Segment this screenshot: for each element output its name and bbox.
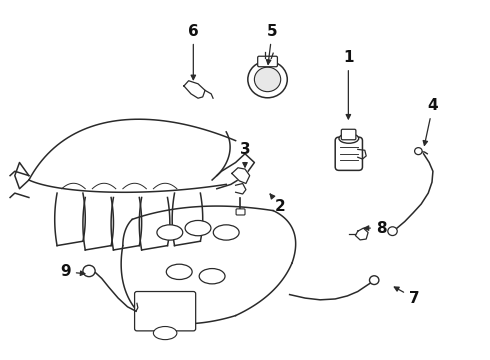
- Text: 1: 1: [343, 50, 354, 119]
- Text: 4: 4: [423, 98, 438, 145]
- Text: 6: 6: [188, 24, 198, 80]
- Circle shape: [388, 227, 397, 235]
- Text: 3: 3: [240, 142, 250, 167]
- Ellipse shape: [166, 264, 192, 279]
- Polygon shape: [184, 81, 205, 98]
- Text: 5: 5: [267, 24, 277, 64]
- FancyBboxPatch shape: [335, 137, 363, 170]
- Ellipse shape: [157, 225, 183, 240]
- Text: 2: 2: [270, 194, 286, 214]
- Polygon shape: [232, 168, 250, 184]
- Circle shape: [369, 276, 379, 284]
- Polygon shape: [236, 184, 246, 194]
- Circle shape: [248, 61, 287, 98]
- Ellipse shape: [199, 269, 225, 284]
- Ellipse shape: [213, 225, 239, 240]
- Text: 7: 7: [394, 287, 419, 306]
- Ellipse shape: [153, 327, 177, 339]
- FancyBboxPatch shape: [135, 292, 196, 331]
- Circle shape: [83, 265, 95, 276]
- Text: 9: 9: [60, 264, 85, 279]
- Ellipse shape: [185, 220, 211, 236]
- Circle shape: [415, 148, 422, 155]
- Ellipse shape: [339, 134, 359, 143]
- Text: 8: 8: [364, 221, 387, 235]
- Circle shape: [254, 67, 281, 92]
- FancyBboxPatch shape: [258, 56, 277, 67]
- FancyBboxPatch shape: [236, 209, 245, 215]
- FancyBboxPatch shape: [342, 129, 356, 140]
- Polygon shape: [355, 228, 368, 240]
